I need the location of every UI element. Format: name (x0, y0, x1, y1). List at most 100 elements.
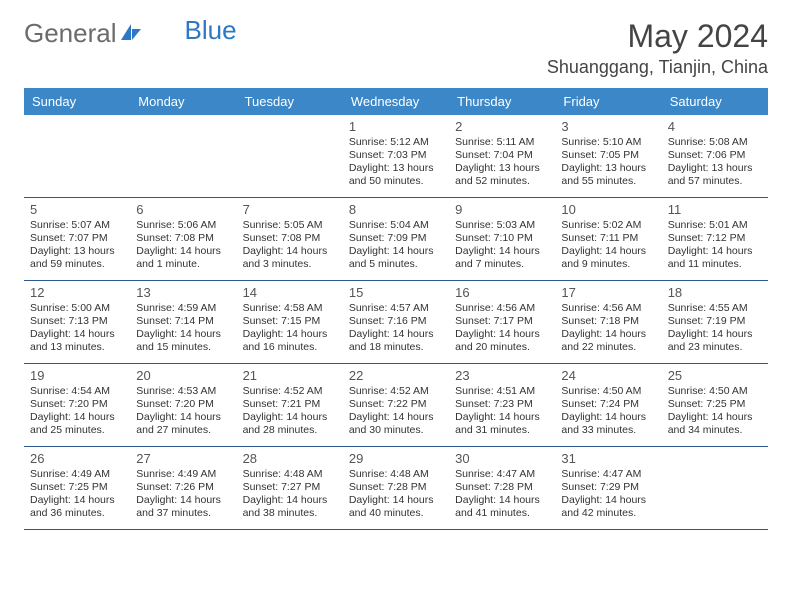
daylight-line: Daylight: 14 hours and 36 minutes. (30, 494, 124, 520)
sunrise-line: Sunrise: 5:07 AM (30, 219, 124, 232)
sunrise-line: Sunrise: 4:49 AM (30, 468, 124, 481)
day-cell: 8Sunrise: 5:04 AMSunset: 7:09 PMDaylight… (343, 198, 449, 280)
daylight-line: Daylight: 13 hours and 52 minutes. (455, 162, 549, 188)
daylight-line: Daylight: 14 hours and 3 minutes. (243, 245, 337, 271)
sunset-line: Sunset: 7:29 PM (561, 481, 655, 494)
week-row: 5Sunrise: 5:07 AMSunset: 7:07 PMDaylight… (24, 198, 768, 281)
sunset-line: Sunset: 7:11 PM (561, 232, 655, 245)
daylight-line: Daylight: 14 hours and 30 minutes. (349, 411, 443, 437)
daylight-line: Daylight: 14 hours and 11 minutes. (668, 245, 762, 271)
day-number: 1 (349, 119, 443, 134)
sunset-line: Sunset: 7:24 PM (561, 398, 655, 411)
day-number: 24 (561, 368, 655, 383)
day-number: 13 (136, 285, 230, 300)
location-text: Shuanggang, Tianjin, China (547, 57, 768, 78)
day-cell: 29Sunrise: 4:48 AMSunset: 7:28 PMDayligh… (343, 447, 449, 529)
day-number: 30 (455, 451, 549, 466)
daylight-line: Daylight: 14 hours and 20 minutes. (455, 328, 549, 354)
sunrise-line: Sunrise: 5:06 AM (136, 219, 230, 232)
sunrise-line: Sunrise: 4:48 AM (349, 468, 443, 481)
sunset-line: Sunset: 7:15 PM (243, 315, 337, 328)
brand-logo: General Blue (24, 18, 237, 49)
weekday-header: Sunday (24, 88, 130, 115)
sunset-line: Sunset: 7:03 PM (349, 149, 443, 162)
day-cell: 4Sunrise: 5:08 AMSunset: 7:06 PMDaylight… (662, 115, 768, 197)
daylight-line: Daylight: 14 hours and 28 minutes. (243, 411, 337, 437)
weekday-header: Friday (555, 88, 661, 115)
day-number: 21 (243, 368, 337, 383)
sunrise-line: Sunrise: 4:59 AM (136, 302, 230, 315)
daylight-line: Daylight: 14 hours and 18 minutes. (349, 328, 443, 354)
sunrise-line: Sunrise: 5:08 AM (668, 136, 762, 149)
sunrise-line: Sunrise: 4:54 AM (30, 385, 124, 398)
day-number: 28 (243, 451, 337, 466)
empty-cell (237, 115, 343, 197)
sunset-line: Sunset: 7:21 PM (243, 398, 337, 411)
daylight-line: Daylight: 13 hours and 57 minutes. (668, 162, 762, 188)
sunrise-line: Sunrise: 4:56 AM (561, 302, 655, 315)
sunrise-line: Sunrise: 4:53 AM (136, 385, 230, 398)
sunset-line: Sunset: 7:12 PM (668, 232, 762, 245)
day-cell: 13Sunrise: 4:59 AMSunset: 7:14 PMDayligh… (130, 281, 236, 363)
sunrise-line: Sunrise: 4:55 AM (668, 302, 762, 315)
day-cell: 16Sunrise: 4:56 AMSunset: 7:17 PMDayligh… (449, 281, 555, 363)
day-cell: 17Sunrise: 4:56 AMSunset: 7:18 PMDayligh… (555, 281, 661, 363)
day-number: 25 (668, 368, 762, 383)
sunrise-line: Sunrise: 4:52 AM (349, 385, 443, 398)
sunset-line: Sunset: 7:19 PM (668, 315, 762, 328)
sunset-line: Sunset: 7:17 PM (455, 315, 549, 328)
daylight-line: Daylight: 14 hours and 1 minute. (136, 245, 230, 271)
daylight-line: Daylight: 14 hours and 22 minutes. (561, 328, 655, 354)
day-number: 18 (668, 285, 762, 300)
day-number: 7 (243, 202, 337, 217)
daylight-line: Daylight: 14 hours and 5 minutes. (349, 245, 443, 271)
sunset-line: Sunset: 7:18 PM (561, 315, 655, 328)
day-cell: 9Sunrise: 5:03 AMSunset: 7:10 PMDaylight… (449, 198, 555, 280)
daylight-line: Daylight: 14 hours and 37 minutes. (136, 494, 230, 520)
day-cell: 28Sunrise: 4:48 AMSunset: 7:27 PMDayligh… (237, 447, 343, 529)
calendar-grid: 1Sunrise: 5:12 AMSunset: 7:03 PMDaylight… (24, 115, 768, 530)
day-number: 27 (136, 451, 230, 466)
day-cell: 23Sunrise: 4:51 AMSunset: 7:23 PMDayligh… (449, 364, 555, 446)
day-number: 22 (349, 368, 443, 383)
sunset-line: Sunset: 7:26 PM (136, 481, 230, 494)
sunrise-line: Sunrise: 5:11 AM (455, 136, 549, 149)
day-cell: 25Sunrise: 4:50 AMSunset: 7:25 PMDayligh… (662, 364, 768, 446)
day-number: 2 (455, 119, 549, 134)
brand-part1: General (24, 18, 117, 49)
day-number: 3 (561, 119, 655, 134)
day-number: 11 (668, 202, 762, 217)
sail-icon (121, 18, 143, 49)
sunset-line: Sunset: 7:25 PM (30, 481, 124, 494)
day-number: 6 (136, 202, 230, 217)
weekday-header-row: SundayMondayTuesdayWednesdayThursdayFrid… (24, 88, 768, 115)
sunrise-line: Sunrise: 5:00 AM (30, 302, 124, 315)
sunset-line: Sunset: 7:06 PM (668, 149, 762, 162)
sunset-line: Sunset: 7:22 PM (349, 398, 443, 411)
daylight-line: Daylight: 13 hours and 59 minutes. (30, 245, 124, 271)
day-number: 5 (30, 202, 124, 217)
week-row: 26Sunrise: 4:49 AMSunset: 7:25 PMDayligh… (24, 447, 768, 530)
day-number: 8 (349, 202, 443, 217)
daylight-line: Daylight: 14 hours and 42 minutes. (561, 494, 655, 520)
sunrise-line: Sunrise: 4:50 AM (561, 385, 655, 398)
weekday-header: Saturday (662, 88, 768, 115)
empty-cell (24, 115, 130, 197)
day-number: 15 (349, 285, 443, 300)
day-cell: 3Sunrise: 5:10 AMSunset: 7:05 PMDaylight… (555, 115, 661, 197)
day-cell: 12Sunrise: 5:00 AMSunset: 7:13 PMDayligh… (24, 281, 130, 363)
day-cell: 14Sunrise: 4:58 AMSunset: 7:15 PMDayligh… (237, 281, 343, 363)
week-row: 1Sunrise: 5:12 AMSunset: 7:03 PMDaylight… (24, 115, 768, 198)
day-cell: 11 Sunrise: 5:01 AMSunset: 7:12 PMDayligh… (662, 198, 768, 280)
day-cell: 7Sunrise: 5:05 AMSunset: 7:08 PMDaylight… (237, 198, 343, 280)
sunset-line: Sunset: 7:05 PM (561, 149, 655, 162)
daylight-line: Daylight: 13 hours and 50 minutes. (349, 162, 443, 188)
day-cell: 5Sunrise: 5:07 AMSunset: 7:07 PMDaylight… (24, 198, 130, 280)
sunrise-line: Sunrise: 4:52 AM (243, 385, 337, 398)
month-title: May 2024 (547, 18, 768, 55)
sunrise-line: Sunrise: 5:01 AM (668, 219, 762, 232)
sunrise-line: Sunrise: 4:47 AM (561, 468, 655, 481)
sunset-line: Sunset: 7:10 PM (455, 232, 549, 245)
sunset-line: Sunset: 7:08 PM (136, 232, 230, 245)
daylight-line: Daylight: 14 hours and 9 minutes. (561, 245, 655, 271)
